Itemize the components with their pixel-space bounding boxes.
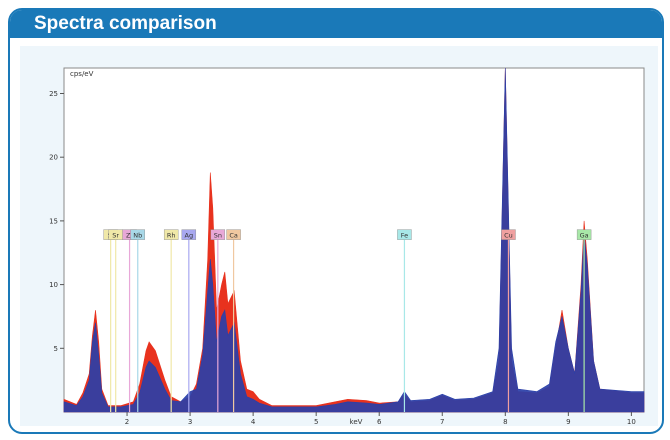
element-label-sn: Sn: [214, 232, 222, 240]
x-tick-label: 3: [188, 418, 192, 426]
element-label-nb: Nb: [133, 232, 142, 240]
element-label-ca: Ca: [229, 232, 238, 240]
y-tick-label: 20: [49, 154, 58, 162]
x-axis-label: keV: [350, 418, 363, 426]
y-tick-label: 15: [49, 217, 58, 225]
element-tag-bg-sn: [210, 229, 226, 240]
element-tag-bg-ag: [181, 229, 197, 240]
axes-layer: 2 3 4 5 6 7 8 9 10 5 10 15 20 25: [49, 90, 636, 426]
panel-header: Spectra comparison: [10, 10, 662, 38]
element-tag-bg-ga: [576, 229, 592, 240]
y-tick-label: 10: [49, 281, 58, 289]
y-axis-label: cps/eV: [70, 70, 94, 78]
y-tick-label: 25: [49, 90, 58, 98]
x-tick-label: 9: [566, 418, 570, 426]
element-label-zr: Zr: [126, 232, 133, 240]
x-tick-label: 10: [627, 418, 636, 426]
element-tag-bg-fe: [397, 229, 412, 240]
chart-area: SiSrZrNbRhAgSnCaFeCuGa 23456789105101520…: [20, 46, 658, 426]
x-tick-label: 7: [440, 418, 444, 426]
y-tick-label: 5: [54, 345, 58, 353]
spectrum-chart: SiSrZrNbRhAgSnCaFeCuGa 23456789105101520…: [49, 67, 645, 426]
element-label-fe: Fe: [401, 232, 408, 240]
panel-title: Spectra comparison: [34, 13, 217, 34]
element-tag-bg-rh: [163, 229, 179, 240]
x-tick-label: 2: [125, 418, 129, 426]
element-tag-bg-cu: [501, 229, 516, 240]
series-layer: [63, 67, 645, 413]
spectrum-series-2: [63, 67, 645, 413]
x-tick-label: 8: [503, 418, 507, 426]
element-label-sr: Sr: [112, 232, 119, 240]
element-label-ag: Ag: [185, 232, 194, 240]
x-tick-label: 6: [377, 418, 382, 426]
element-label-cu: Cu: [504, 232, 513, 240]
element-tag-bg-ca: [226, 229, 241, 240]
element-label-ga: Ga: [580, 232, 589, 240]
x-tick-label: 5: [314, 418, 318, 426]
element-label-rh: Rh: [167, 232, 176, 240]
marker-layer: SiSrZrNbRhAgSnCaFeCuGa: [103, 229, 592, 412]
spectra-panel: Spectra comparison SiSrZrNbRhAgSnCaFeCuG…: [8, 8, 664, 434]
plot-background: [63, 67, 645, 413]
x-tick-label: 4: [251, 418, 256, 426]
element-tag-bg-nb: [130, 229, 145, 240]
